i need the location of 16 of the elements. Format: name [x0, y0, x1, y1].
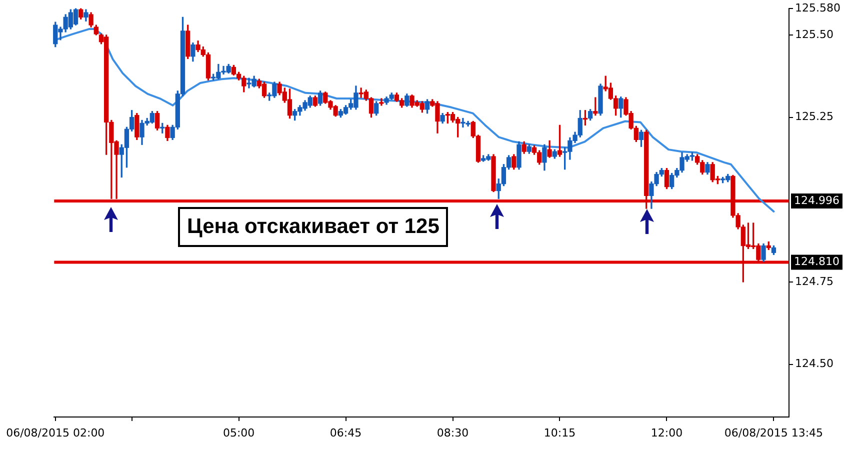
candlestick — [379, 98, 384, 106]
annotation: Цена отскакивает от 125 — [178, 207, 448, 247]
y-tick-label: 124.50 — [795, 357, 834, 370]
x-tick-label: 05:00 — [222, 426, 255, 440]
x-tick-label: 10:15 — [544, 426, 576, 440]
x-tick-label: 06/08/2015 02:00 — [6, 426, 105, 440]
y-tick-label: 125.50 — [795, 28, 834, 41]
y-tick-label: 125.580 — [795, 1, 840, 14]
x-tick-label: 06:45 — [330, 426, 362, 440]
x-tick-label: 08:30 — [436, 426, 469, 440]
x-tick-label: 12:00 — [650, 426, 683, 440]
ref-line-label: 124.810 — [794, 255, 840, 268]
ref-line-label: 124.996 — [794, 194, 840, 207]
x-tick-label: 06/08/2015 13:45 — [724, 426, 824, 440]
y-tick-label: 125.25 — [795, 110, 834, 124]
y-tick-label: 124.75 — [795, 274, 834, 288]
